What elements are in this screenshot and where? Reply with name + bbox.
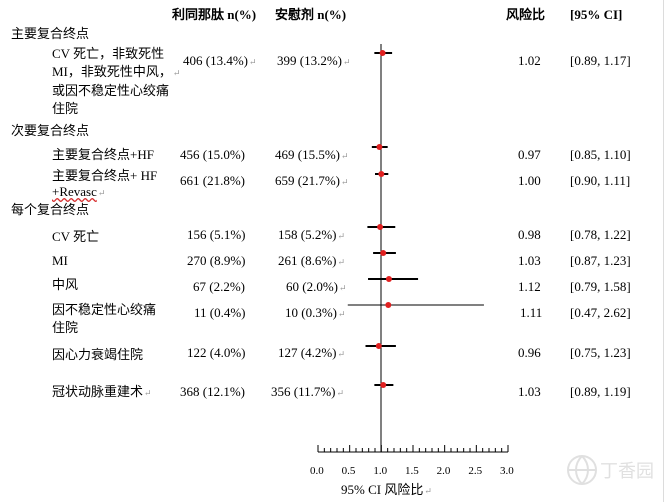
hr-point bbox=[385, 302, 392, 308]
header-hazard-ratio: 风险比 bbox=[506, 7, 546, 22]
hr-point bbox=[378, 171, 385, 177]
hr-point bbox=[380, 382, 387, 388]
header-drug: 利同那肽 n(%) bbox=[172, 7, 257, 22]
hr-point bbox=[380, 250, 387, 256]
drug-value: 368 (12.1%) bbox=[180, 384, 245, 399]
section-label: 每个复合终点 bbox=[11, 202, 90, 217]
placebo-value: 158 (5.2%)↵ bbox=[278, 227, 346, 242]
header-placebo: 安慰剂 n(%) bbox=[275, 7, 347, 22]
row-label: 因不稳定性心绞痛 住院 bbox=[52, 302, 157, 335]
ci-value: [0.89, 1.19] bbox=[570, 384, 631, 399]
placebo-value: 399 (13.2%)↵ bbox=[277, 53, 351, 68]
hr-value: 1.03 bbox=[518, 384, 541, 399]
ci-value: [0.79, 1.58] bbox=[570, 279, 631, 294]
drug-value: 67 (2.2%) bbox=[193, 279, 245, 294]
x-tick-label: 3.0 bbox=[500, 465, 514, 477]
x-tick-label: 2.0 bbox=[436, 465, 451, 477]
row-label: 中风 bbox=[52, 277, 79, 292]
row-label: MI bbox=[52, 253, 68, 268]
placebo-value: 356 (11.7%)↵ bbox=[271, 384, 345, 399]
row-label: 主要复合终点+HF bbox=[52, 147, 154, 162]
drug-value: 456 (15.0%) bbox=[180, 147, 245, 162]
hr-value: 1.11 bbox=[520, 305, 543, 320]
hr-point bbox=[379, 50, 386, 56]
row-label: 因心力衰竭住院 bbox=[52, 347, 144, 362]
ci-value: [0.87, 1.23] bbox=[570, 253, 631, 268]
ci-value: [0.85, 1.10] bbox=[570, 147, 631, 162]
drug-value: 406 (13.4%)↵ bbox=[183, 53, 257, 68]
hr-point bbox=[385, 276, 392, 282]
svg-text:丁香园: 丁香园 bbox=[600, 461, 654, 482]
placebo-value: 127 (4.2%)↵ bbox=[278, 345, 346, 360]
row-label: CV 死亡，非致死性 MI，非致死性中风，↵ 或因不稳定性心绞痛 住院 bbox=[52, 46, 181, 116]
placebo-value: 659 (21.7%)↵ bbox=[275, 173, 349, 188]
row-label: 冠状动脉重建术↵ bbox=[52, 384, 152, 399]
hr-point bbox=[375, 343, 382, 349]
header-ci: [95% CI] bbox=[570, 7, 623, 22]
hr-value: 1.03 bbox=[518, 253, 541, 268]
placebo-value: 10 (0.3%)↵ bbox=[285, 305, 346, 320]
section-label: 主要复合终点 bbox=[11, 26, 90, 41]
drug-value: 156 (5.1%) bbox=[187, 227, 246, 242]
hr-value: 1.02 bbox=[518, 53, 541, 68]
x-axis-label: 95% CI 风险比↵ bbox=[341, 482, 432, 497]
ci-value: [0.78, 1.22] bbox=[570, 227, 631, 242]
x-tick-label: 0.0 bbox=[310, 465, 324, 477]
placebo-value: 261 (8.6%)↵ bbox=[278, 253, 346, 268]
ci-value: [0.47, 2.62] bbox=[570, 305, 631, 320]
row-label: 主要复合终点+ HF +Revasc↵ bbox=[52, 168, 158, 199]
drug-value: 11 (0.4%) bbox=[194, 305, 246, 320]
row-label: CV 死亡 bbox=[52, 229, 100, 244]
x-tick-label: 1.0 bbox=[373, 465, 388, 477]
hr-value: 0.97 bbox=[518, 147, 541, 162]
ci-value: [0.89, 1.17] bbox=[570, 53, 631, 68]
drug-value: 661 (21.8%) bbox=[180, 173, 245, 188]
ci-value: [0.90, 1.11] bbox=[570, 173, 631, 188]
placebo-value: 60 (2.0%)↵ bbox=[286, 279, 347, 294]
hr-value: 0.96 bbox=[518, 345, 541, 360]
ci-value: [0.75, 1.23] bbox=[570, 345, 631, 360]
x-tick-label: 1.5 bbox=[405, 465, 419, 477]
x-tick-label: 0.5 bbox=[341, 465, 356, 477]
hr-point bbox=[377, 224, 384, 230]
drug-value: 122 (4.0%) bbox=[187, 345, 246, 360]
hr-value: 1.12 bbox=[518, 279, 541, 294]
section-label: 次要复合终点 bbox=[11, 123, 90, 138]
x-tick-label: 2.5 bbox=[468, 465, 483, 477]
placebo-value: 469 (15.5%)↵ bbox=[275, 147, 349, 162]
watermark-logo: 丁香园 bbox=[560, 442, 660, 498]
drug-value: 270 (8.9%) bbox=[187, 253, 246, 268]
hr-point bbox=[376, 144, 383, 150]
hr-value: 1.00 bbox=[518, 173, 541, 188]
hr-value: 0.98 bbox=[518, 227, 541, 242]
